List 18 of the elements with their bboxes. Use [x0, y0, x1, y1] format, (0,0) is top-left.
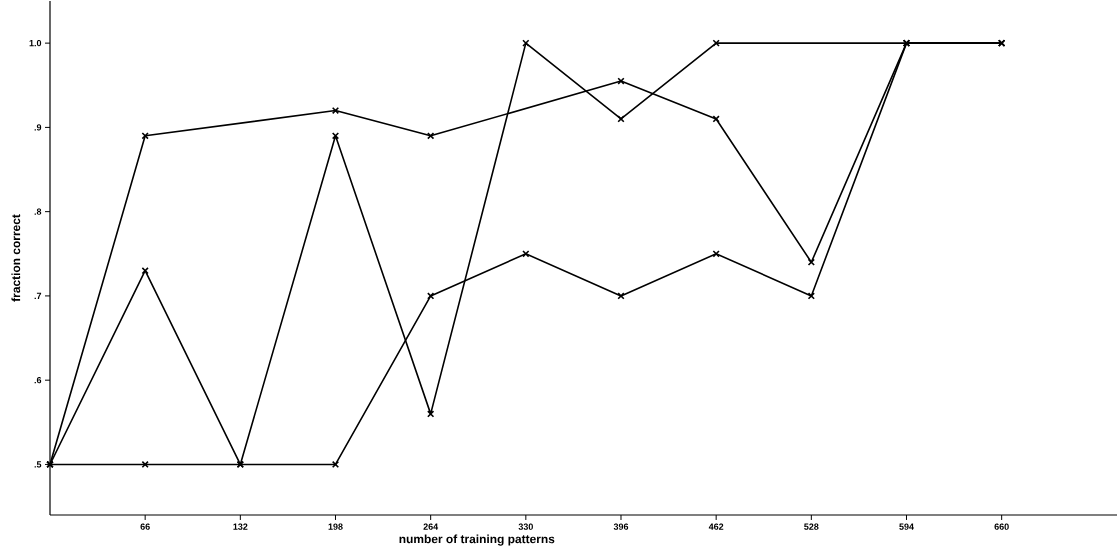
y-axis-title: fraction correct — [11, 214, 21, 302]
x-tick-label: 132 — [233, 523, 248, 530]
y-tick-label: .6 — [34, 377, 42, 384]
x-tick-label: 66 — [140, 523, 150, 530]
x-tick-label: 396 — [613, 523, 629, 530]
x-tick-label: 264 — [423, 523, 439, 530]
y-tick-label: .9 — [34, 124, 42, 131]
x-tick-label: 660 — [994, 523, 1009, 530]
y-tick-label: .8 — [34, 208, 42, 215]
y-tick-label: .5 — [34, 461, 42, 468]
x-tick-label: 198 — [328, 523, 343, 530]
x-axis-title: number of training patterns — [399, 534, 555, 546]
x-tick-label: 594 — [899, 523, 914, 530]
x-tick-label: 462 — [708, 523, 724, 530]
x-tick-label: 528 — [804, 523, 819, 530]
y-tick-label: 1.0 — [29, 39, 42, 47]
x-tick-label: 330 — [518, 523, 533, 530]
y-tick-label: .7 — [34, 292, 42, 299]
